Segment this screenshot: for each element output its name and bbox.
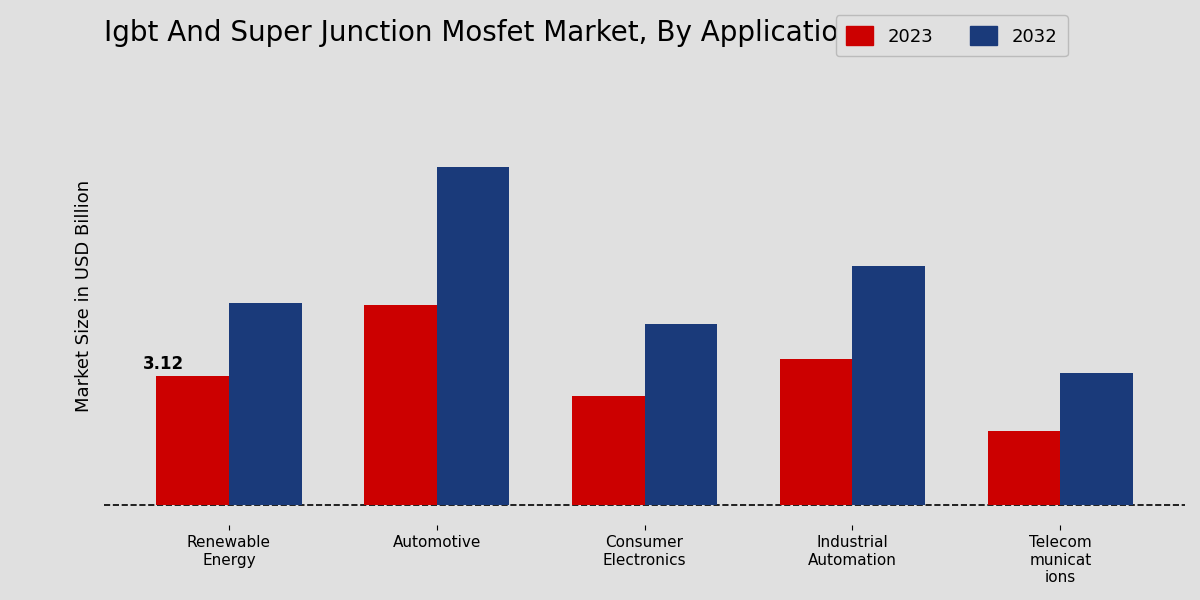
Bar (156, 376, 229, 505)
Bar (572, 396, 644, 505)
Bar (780, 359, 852, 505)
Legend: 2023, 2032: 2023, 2032 (835, 16, 1068, 56)
Bar (644, 324, 718, 505)
Text: 3.12: 3.12 (143, 355, 184, 373)
Y-axis label: Market Size in USD Billion: Market Size in USD Billion (74, 179, 94, 412)
Bar (364, 305, 437, 505)
Bar (437, 167, 510, 505)
Bar (852, 266, 925, 505)
Bar (1061, 373, 1133, 505)
Bar (229, 303, 301, 505)
Bar (988, 431, 1061, 505)
Text: Igbt And Super Junction Mosfet Market, By Application, 2023 & 2032: Igbt And Super Junction Mosfet Market, B… (104, 19, 1055, 47)
